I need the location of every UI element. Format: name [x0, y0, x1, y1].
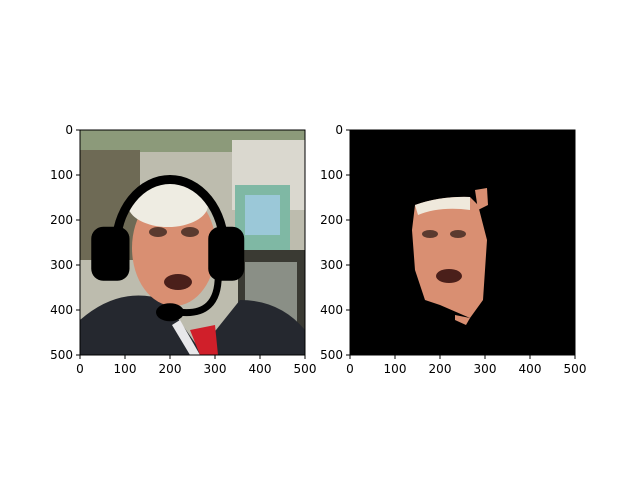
right-image-panel — [350, 130, 575, 355]
left-earcup — [91, 226, 130, 281]
headset-overlay — [91, 175, 245, 322]
left-y-tick-label: 0 — [65, 123, 73, 137]
left-x-tick-label: 100 — [114, 362, 137, 376]
left-x-tick-label: 300 — [204, 362, 227, 376]
left-x-tick-label: 0 — [76, 362, 84, 376]
left-y-tick-label: 400 — [50, 303, 73, 317]
right-y-tick-label: 400 — [320, 303, 343, 317]
right-y-tick-label: 500 — [320, 348, 343, 362]
headband — [111, 175, 229, 248]
right-x-tick-label: 500 — [564, 362, 587, 376]
left-y-tick-label: 200 — [50, 213, 73, 227]
left-x-tick-label: 400 — [249, 362, 272, 376]
left-image-panel — [80, 130, 305, 355]
mic-boom — [179, 275, 222, 317]
right-y-tick-label: 100 — [320, 168, 343, 182]
right-x-tick-label: 0 — [346, 362, 354, 376]
left-y-tick-label: 100 — [50, 168, 73, 182]
right-x-tick-label: 400 — [519, 362, 542, 376]
left-y-tick-label: 500 — [50, 348, 73, 362]
right-y-tick-label: 0 — [335, 123, 343, 137]
photo — [80, 130, 305, 355]
left-axes-frame — [79, 129, 306, 356]
right-y-tick-label: 200 — [320, 213, 343, 227]
left-x-tick-label: 200 — [159, 362, 182, 376]
left-y-tick-label: 300 — [50, 258, 73, 272]
right-x-tick-label: 200 — [429, 362, 452, 376]
right-axes-frame — [349, 129, 576, 356]
mic-end — [156, 303, 184, 322]
right-y-tick-label: 300 — [320, 258, 343, 272]
face-mask — [412, 188, 488, 325]
right-x-tick-label: 300 — [474, 362, 497, 376]
left-x-tick-label: 500 — [294, 362, 317, 376]
right-earcup — [208, 226, 245, 281]
right-x-tick-label: 100 — [384, 362, 407, 376]
